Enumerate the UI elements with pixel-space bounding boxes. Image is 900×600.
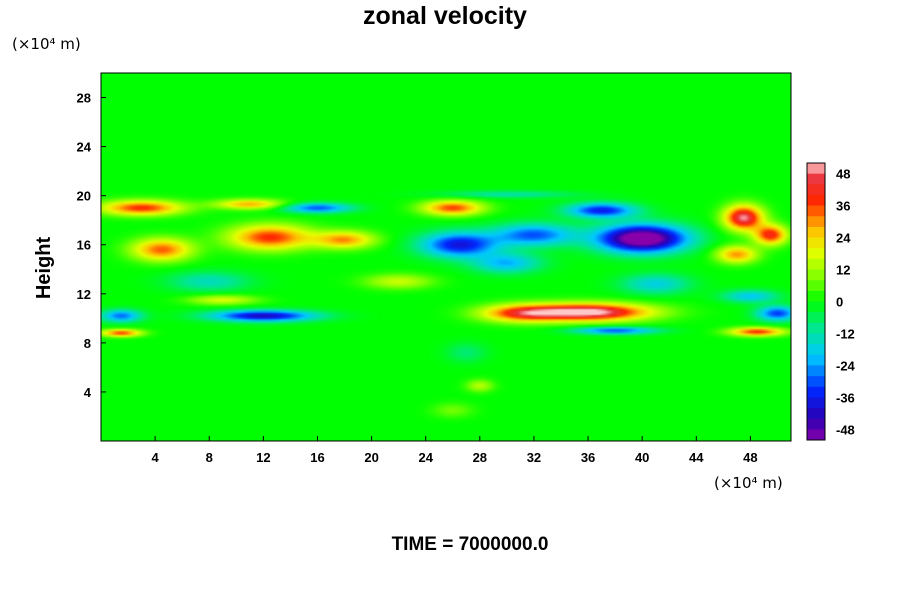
y-axis-ticks: 4 8 12 16 20 24 28 xyxy=(77,91,106,400)
x-tick-label-7: 32 xyxy=(527,450,541,465)
colorbar-band-9 xyxy=(807,258,825,270)
colorbar-band-18 xyxy=(807,354,825,366)
x-tick-label-9: 40 xyxy=(635,450,649,465)
colorbar-band-24 xyxy=(807,418,825,430)
y-tick-label-5: 24 xyxy=(77,140,92,155)
x-tick-label-2: 12 xyxy=(256,450,270,465)
y-axis-unit: (×10⁴ m) xyxy=(12,35,81,53)
x-tick-label-6: 28 xyxy=(473,450,487,465)
colorbar-band-19 xyxy=(807,365,825,377)
colorbar-band-20 xyxy=(807,376,825,388)
colorbar-band-7 xyxy=(807,237,825,249)
colorbar-band-22 xyxy=(807,397,825,409)
colorbar-tick-label-5: -12 xyxy=(836,326,855,341)
time-label: TIME = 7000000.0 xyxy=(392,534,549,555)
y-axis-title: Height xyxy=(33,237,55,300)
x-tick-label-8: 36 xyxy=(581,450,595,465)
colorbar-band-17 xyxy=(807,344,825,356)
colorbar-band-8 xyxy=(807,248,825,260)
colorbar-tick-label-6: -24 xyxy=(836,358,856,373)
colorbar-band-2 xyxy=(807,184,825,196)
y-tick-label-2: 12 xyxy=(77,287,91,302)
y-tick-label-6: 28 xyxy=(77,91,91,106)
colorbar-tick-label-8: -48 xyxy=(836,422,855,437)
colorbar-tick-label-0: 48 xyxy=(836,167,850,182)
colorbar-band-15 xyxy=(807,322,825,334)
chart-title: zonal velocity xyxy=(363,2,527,30)
x-tick-label-1: 8 xyxy=(206,450,213,465)
plot-frame xyxy=(100,72,792,442)
colorbar-band-0 xyxy=(807,163,825,174)
colorbar xyxy=(806,162,826,441)
x-tick-label-5: 24 xyxy=(418,450,433,465)
colorbar-tick-label-2: 24 xyxy=(836,231,851,246)
colorbar-band-16 xyxy=(807,333,825,345)
colorbar-band-6 xyxy=(807,226,825,238)
x-tick-label-3: 16 xyxy=(310,450,324,465)
colorbar-frame xyxy=(806,162,826,441)
x-axis-ticks: 4 8 12 16 20 24 28 32 36 40 44 48 xyxy=(152,436,758,465)
colorbar-band-13 xyxy=(807,301,825,313)
colorbar-band-1 xyxy=(807,173,825,185)
colorbar-ticks: 48 36 24 12 0 -12 -24 -36 -48 xyxy=(836,167,856,438)
y-tick-label-1: 8 xyxy=(84,336,91,351)
colorbar-band-3 xyxy=(807,194,825,206)
colorbar-band-5 xyxy=(807,216,825,228)
colorbar-tick-label-3: 12 xyxy=(836,263,850,278)
colorbar-band-11 xyxy=(807,280,825,292)
colorbar-tick-label-4: 0 xyxy=(836,295,843,310)
colorbar-band-25 xyxy=(807,429,825,441)
colorbar-band-21 xyxy=(807,386,825,398)
x-tick-label-10: 44 xyxy=(689,450,704,465)
colorbar-tick-label-7: -36 xyxy=(836,390,855,405)
colorbar-band-4 xyxy=(807,205,825,217)
y-tick-label-3: 16 xyxy=(77,238,91,253)
x-tick-label-0: 4 xyxy=(152,450,160,465)
x-tick-label-4: 20 xyxy=(364,450,378,465)
heatmap-plot-area xyxy=(100,72,792,442)
y-tick-label-4: 20 xyxy=(77,189,91,204)
colorbar-band-23 xyxy=(807,408,825,419)
heatmap-image xyxy=(101,73,791,441)
colorbar-band-10 xyxy=(807,269,825,281)
x-tick-label-11: 48 xyxy=(743,450,757,465)
y-tick-label-0: 4 xyxy=(84,385,92,400)
colorbar-band-14 xyxy=(807,312,825,324)
colorbar-band-12 xyxy=(807,290,825,302)
x-axis-unit: (×10⁴ m) xyxy=(714,474,783,492)
colorbar-tick-label-1: 36 xyxy=(836,199,850,214)
